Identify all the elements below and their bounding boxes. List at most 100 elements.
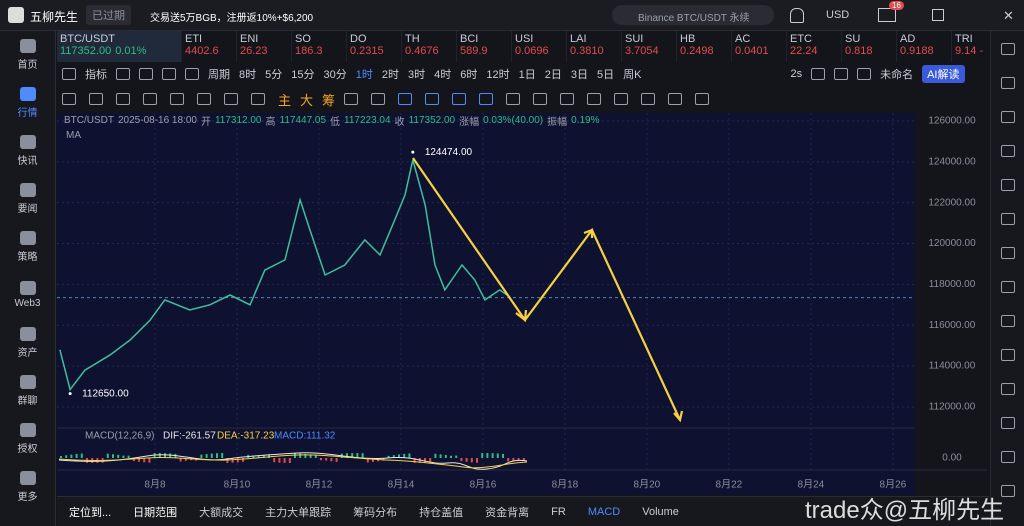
ticker[interactable]: BCI 589.9 [457, 31, 512, 62]
draw-icon[interactable] [116, 93, 130, 105]
draw-icon[interactable] [251, 93, 265, 105]
draw-icon[interactable] [143, 93, 157, 105]
draw-icon[interactable] [170, 93, 184, 105]
tool-icon[interactable] [1001, 349, 1015, 361]
tool-icon[interactable] [1001, 315, 1015, 327]
range-btn[interactable]: 日期范围 [133, 506, 178, 519]
nav-item[interactable]: 资产 [0, 319, 55, 367]
tool-icon[interactable] [1001, 43, 1015, 55]
ticker[interactable]: SU 0.818 [842, 31, 897, 62]
interval[interactable]: 1日 [518, 69, 536, 81]
minimize[interactable] [932, 9, 944, 21]
ticker[interactable]: HB 0.2498 [677, 31, 732, 62]
promo[interactable]: 交易送5万BGB，注册返10%+$6,200 [150, 13, 314, 24]
tab[interactable]: 大额成交 [199, 506, 244, 519]
ticker[interactable]: AC 0.0401 [732, 31, 787, 62]
ai-btn[interactable]: AI解读 [922, 65, 965, 83]
interval[interactable]: 8时 [239, 69, 257, 81]
draw-icon[interactable] [587, 93, 602, 105]
locate-btn[interactable]: 定位到... [69, 506, 112, 519]
icon[interactable] [162, 68, 176, 80]
tab[interactable]: 资金背离 [485, 506, 530, 519]
nav-item[interactable]: 首页 [0, 31, 55, 79]
nav-item[interactable]: 群聊 [0, 367, 55, 415]
interval[interactable]: 周K [623, 69, 642, 81]
indicator-btn[interactable]: 指标 [85, 69, 107, 81]
tool-icon[interactable] [1001, 145, 1015, 157]
tool-icon[interactable] [1001, 77, 1015, 89]
tool-icon[interactable] [1001, 213, 1015, 225]
interval[interactable]: 5分 [265, 69, 283, 81]
draw-icon[interactable] [641, 93, 656, 105]
icon[interactable] [62, 68, 76, 80]
tab[interactable]: 主力大单跟踪 [265, 506, 332, 519]
ticker[interactable]: TRI 9.14 - [952, 31, 989, 62]
icon[interactable] [139, 68, 153, 80]
draw-icon[interactable] [668, 93, 683, 105]
nav-item[interactable]: 行情 [0, 79, 55, 127]
ticker[interactable]: LAI 0.3810 [567, 31, 622, 62]
interval[interactable]: 5日 [597, 69, 615, 81]
ticker[interactable]: SUI 3.7054 [622, 31, 677, 62]
ticker[interactable]: AD 0.9188 [897, 31, 952, 62]
draw-icon[interactable] [533, 93, 548, 105]
draw-tool[interactable]: 主 [278, 92, 292, 108]
mail-icon[interactable] [878, 8, 896, 22]
tab[interactable]: 持仓盖值 [419, 506, 464, 519]
period-btn[interactable]: 周期 [208, 69, 230, 81]
tool-icon[interactable] [1001, 179, 1015, 191]
nav-item[interactable]: 更多 [0, 463, 55, 511]
tool-icon[interactable] [1001, 451, 1015, 463]
icon[interactable] [857, 68, 872, 80]
ticker[interactable]: TH 0.4676 [402, 31, 457, 62]
icon[interactable] [811, 68, 826, 80]
interval[interactable]: 30分 [323, 69, 347, 81]
interval[interactable]: 3日 [570, 69, 588, 81]
interval[interactable]: 12时 [486, 69, 510, 81]
search[interactable]: Binance BTC/USDT 永续 [612, 5, 774, 25]
draw-icon[interactable] [62, 93, 76, 105]
interval[interactable]: 2日 [544, 69, 562, 81]
layout-name[interactable]: 未命名 [880, 69, 914, 81]
tab[interactable]: Volume [642, 505, 679, 518]
ticker[interactable]: ENI 26.23 [237, 31, 292, 62]
interval[interactable]: 4时 [434, 69, 452, 81]
draw-icon[interactable] [224, 93, 238, 105]
interval[interactable]: 2s [790, 68, 803, 80]
tool-icon[interactable] [1001, 111, 1015, 123]
draw-icon[interactable] [479, 93, 494, 105]
tool-icon[interactable] [1001, 247, 1015, 259]
tab[interactable]: 筹码分布 [353, 506, 398, 519]
draw-icon[interactable] [695, 93, 710, 105]
draw-tool[interactable]: 筹 [322, 92, 336, 108]
tab[interactable]: MACD [587, 505, 621, 518]
tool-icon[interactable] [1001, 383, 1015, 395]
draw-icon[interactable] [398, 93, 413, 105]
ticker[interactable]: ETC 22.24 [787, 31, 842, 62]
interval[interactable]: 6时 [460, 69, 478, 81]
draw-tool[interactable]: 大 [300, 92, 314, 108]
tab[interactable]: FR [551, 505, 566, 518]
nav-item[interactable]: 要闻 [0, 175, 55, 223]
nav-item[interactable]: 授权 [0, 415, 55, 463]
draw-icon[interactable] [197, 93, 211, 105]
currency[interactable]: USD [826, 9, 850, 21]
draw-icon[interactable] [614, 93, 629, 105]
icon[interactable] [834, 68, 849, 80]
draw-icon[interactable] [452, 93, 467, 105]
icon[interactable] [116, 68, 130, 80]
nav-item[interactable]: 快讯 [0, 127, 55, 175]
close[interactable]: ✕ [1003, 8, 1014, 23]
ticker[interactable]: ETI 4402.6 [182, 31, 237, 62]
draw-icon[interactable] [344, 93, 359, 105]
tool-icon[interactable] [1001, 485, 1015, 497]
draw-icon[interactable] [425, 93, 440, 105]
nav-item[interactable]: 策略 [0, 223, 55, 271]
ticker[interactable]: BTC/USDT 117352.00 0.01% [57, 31, 182, 62]
interval[interactable]: 2时 [381, 69, 399, 81]
draw-icon[interactable] [560, 93, 575, 105]
ticker[interactable]: SO 186.3 [292, 31, 347, 62]
tool-icon[interactable] [1001, 417, 1015, 429]
nav-item[interactable]: Web3 [0, 271, 55, 319]
ticker[interactable]: DO 0.2315 [347, 31, 402, 62]
